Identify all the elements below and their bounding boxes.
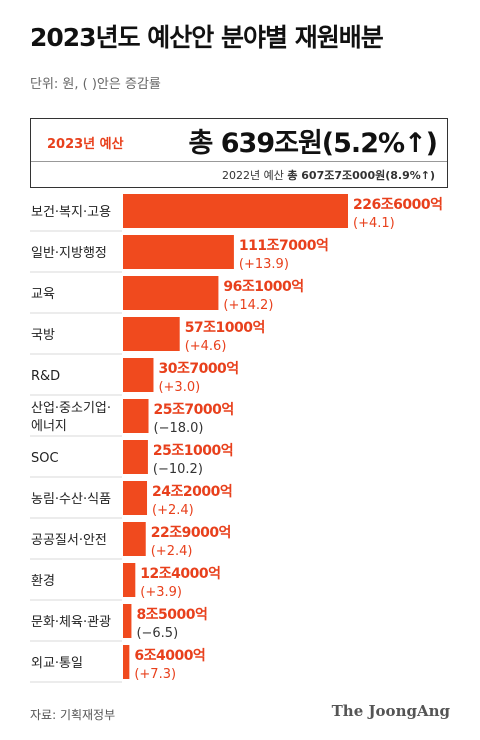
summary-divider bbox=[31, 161, 447, 162]
value-label: 111조7000억 bbox=[239, 238, 328, 254]
change-label: (+13.9) bbox=[239, 257, 289, 272]
summary-total: 총 639조원(5.2%↑) bbox=[188, 128, 438, 159]
bar bbox=[123, 604, 132, 638]
category-label: 문화·체육·관광 bbox=[31, 615, 111, 630]
category-label: 국방 bbox=[31, 328, 55, 343]
value-label: 22조9000억 bbox=[151, 525, 231, 541]
value-label: 12조4000억 bbox=[140, 566, 220, 582]
category-label: 보건·복지·고용 bbox=[31, 205, 111, 220]
value-label: 8조5000억 bbox=[136, 607, 207, 623]
category-label: 산업·중소기업· bbox=[31, 401, 111, 416]
change-label: (+4.1) bbox=[353, 216, 395, 231]
bar bbox=[123, 481, 148, 515]
publisher-logo: The JoongAng bbox=[331, 702, 450, 720]
change-label: (+2.4) bbox=[152, 503, 194, 518]
value-label: 25조7000억 bbox=[154, 402, 234, 418]
change-label: (−6.5) bbox=[136, 626, 178, 641]
summary-label: 2023년 예산 bbox=[47, 137, 124, 152]
summary-prev: 2022년 예산 총 607조7조000원(8.9%↑) bbox=[222, 167, 435, 183]
value-label: 6조4000억 bbox=[134, 648, 205, 664]
value-label: 96조1000억 bbox=[223, 279, 303, 295]
summary-prev-value: 총 607조7조000원(8.9%↑) bbox=[287, 169, 435, 182]
category-label: 외교·통일 bbox=[31, 656, 83, 671]
category-label: 환경 bbox=[31, 574, 55, 589]
bar bbox=[123, 276, 219, 310]
bar bbox=[123, 645, 130, 679]
value-label: 30조7000억 bbox=[158, 361, 238, 377]
source-note: 자료: 기획재정부 bbox=[30, 708, 116, 722]
bar bbox=[123, 399, 149, 433]
bar bbox=[123, 358, 154, 392]
chart-title: 2023년도 예산안 분야별 재원배분 bbox=[30, 23, 384, 52]
value-label: 226조6000억 bbox=[353, 197, 442, 213]
change-label: (+14.2) bbox=[223, 298, 273, 313]
change-label: (−18.0) bbox=[154, 421, 204, 436]
change-label: (+2.4) bbox=[151, 544, 193, 559]
category-label: SOC bbox=[31, 451, 59, 466]
summary-box: 2023년 예산 총 639조원(5.2%↑) 2022년 예산 총 607조7… bbox=[30, 118, 448, 188]
category-label: R&D bbox=[31, 369, 60, 384]
value-label: 24조2000억 bbox=[152, 484, 232, 500]
category-label: 일반·지방행정 bbox=[31, 245, 107, 261]
change-label: (+7.3) bbox=[134, 667, 176, 682]
summary-prev-label: 2022년 예산 bbox=[221, 169, 284, 182]
change-label: (+3.9) bbox=[140, 585, 182, 600]
change-label: (+3.0) bbox=[158, 380, 200, 395]
unit-note: 단위: 원, ( )안은 증감률 bbox=[30, 77, 161, 92]
value-label: 57조1000억 bbox=[185, 320, 265, 336]
category-label: 공공질서·안전 bbox=[31, 533, 107, 548]
bar bbox=[123, 317, 180, 351]
bar bbox=[123, 522, 146, 556]
change-label: (+4.6) bbox=[185, 339, 227, 354]
category-label: 교육 bbox=[31, 287, 55, 302]
bar bbox=[123, 235, 234, 269]
value-label: 25조1000억 bbox=[153, 443, 233, 459]
category-label: 농림·수산·식품 bbox=[31, 492, 111, 507]
bar bbox=[123, 194, 348, 228]
change-label: (−10.2) bbox=[153, 462, 203, 477]
bar bbox=[123, 440, 148, 474]
category-label: 에너지 bbox=[31, 419, 67, 434]
bar bbox=[123, 563, 136, 597]
